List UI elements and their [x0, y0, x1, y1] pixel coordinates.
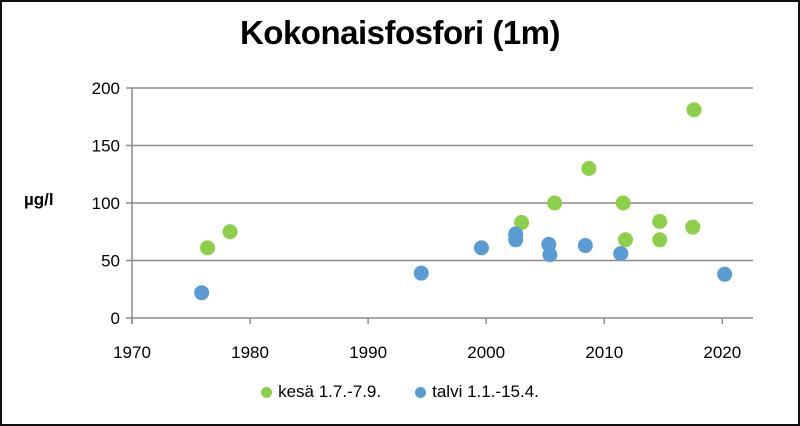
y-tick-label: 0	[111, 309, 120, 328]
legend-label: kesä 1.7.-7.9.	[278, 382, 382, 401]
green-dot-icon	[261, 386, 273, 398]
summer-data-point	[617, 232, 633, 248]
summer-data-point	[685, 219, 701, 235]
winter-data-point	[194, 285, 210, 301]
summer-data-point	[222, 224, 238, 240]
legend-item-summer: kesä 1.7.-7.9.	[261, 382, 381, 402]
winter-data-point	[413, 265, 429, 281]
y-tick-label: 100	[92, 194, 120, 213]
summer-data-point	[547, 195, 563, 211]
y-axis-label: µg/l	[24, 190, 54, 209]
x-tick-label: 2020	[703, 343, 741, 362]
winter-data-point	[613, 246, 629, 262]
x-tick-label: 1980	[231, 343, 269, 362]
winter-data-point	[508, 232, 524, 248]
summer-data-point	[652, 213, 668, 229]
legend-label: talvi 1.1.-15.4.	[432, 382, 539, 401]
chart-title: Kokonaisfosfori (1m)	[239, 14, 561, 51]
legend-item-winter: talvi 1.1.-15.4.	[415, 382, 539, 402]
summer-data-point	[581, 161, 597, 176]
winter-data-point	[717, 266, 733, 282]
y-tick-label: 150	[92, 137, 120, 156]
winter-data-point	[542, 247, 558, 263]
legend: kesä 1.7.-7.9. talvi 1.1.-15.4.	[0, 382, 800, 402]
winter-data-point	[473, 240, 489, 256]
x-tick-label: 2000	[467, 343, 505, 362]
x-tick-label: 1970	[113, 343, 151, 362]
summer-data-point	[652, 232, 668, 248]
winter-data-point	[577, 238, 593, 254]
summer-data-point	[514, 215, 530, 231]
x-tick-label: 2010	[585, 343, 623, 362]
summer-data-point	[615, 195, 631, 211]
y-tick-label: 200	[92, 79, 120, 98]
summer-data-point	[686, 102, 702, 118]
x-tick-label: 1990	[349, 343, 387, 362]
summer-data-point	[200, 240, 216, 256]
y-tick-label: 50	[101, 252, 120, 271]
blue-dot-icon	[415, 386, 427, 398]
